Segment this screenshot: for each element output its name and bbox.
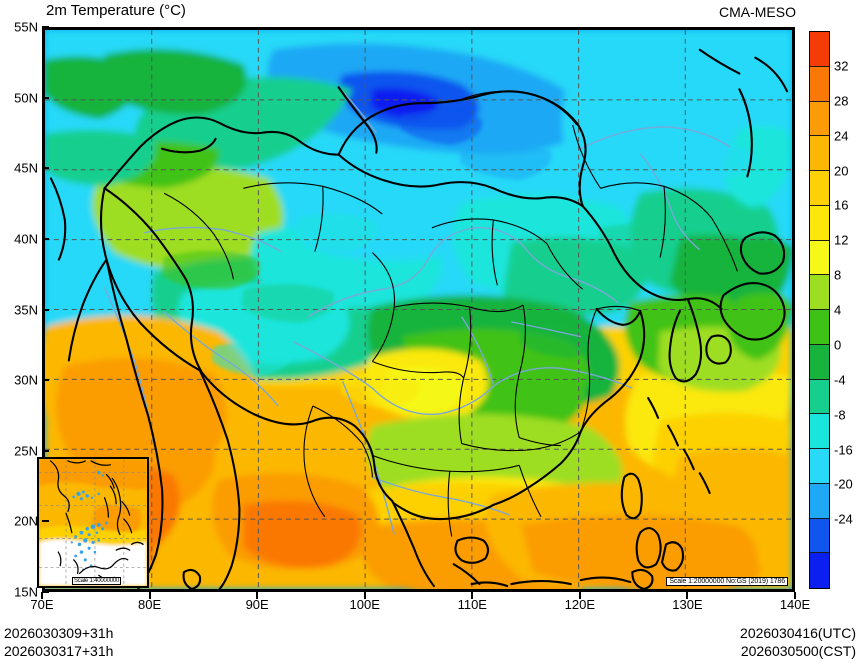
colorbar-band xyxy=(810,379,829,415)
longitude-tick-mark xyxy=(148,592,151,599)
inset-coastlines xyxy=(49,460,144,580)
longitude-tick-label: 120E xyxy=(564,597,596,612)
colorbar-band xyxy=(810,32,829,67)
colorbar-band xyxy=(810,205,829,241)
colorbar-tick-label: 28 xyxy=(834,93,849,109)
init-time-utc: 2026030309+31h xyxy=(4,625,114,641)
colorbar-tick-label: 12 xyxy=(834,232,849,248)
latitude-tick-label: 55N xyxy=(14,19,38,35)
colorbar-tick-label: 16 xyxy=(834,197,849,213)
inset-scale-label: Scale 1:40000000 xyxy=(72,577,122,585)
latitude-tick-mark xyxy=(42,520,49,523)
latitude-tick-label: 50N xyxy=(14,90,38,106)
temperature-map[interactable]: Scale 1:20000000 No:GS (2019) 1786 xyxy=(42,27,795,592)
latitude-tick-label: 45N xyxy=(14,160,38,176)
latitude-tick-mark xyxy=(42,308,49,311)
latitude-tick-mark xyxy=(42,449,49,452)
longitude-tick-mark xyxy=(578,592,581,599)
latitude-tick-mark xyxy=(42,237,49,240)
inset-temperature-field xyxy=(39,459,147,586)
colorbar-tick-label: -24 xyxy=(834,511,853,527)
colorbar-band xyxy=(810,414,829,449)
colorbar-tick-label: 24 xyxy=(834,128,849,144)
colorbar-tick-label: 32 xyxy=(834,58,849,74)
map-scale-stamp: Scale 1:20000000 No:GS (2019) 1786 xyxy=(666,577,788,586)
colorbar-tick-label: -16 xyxy=(834,442,853,457)
inset-gridlines xyxy=(39,459,147,586)
colorbar-band xyxy=(810,518,829,554)
colorbar-band xyxy=(810,66,829,102)
colorbar-band xyxy=(810,101,829,137)
longitude-tick-mark xyxy=(256,592,259,599)
colorbar-band xyxy=(810,240,829,276)
colorbar-tick-label: -4 xyxy=(834,372,846,388)
latitude-tick-label: 20N xyxy=(14,513,38,529)
longitude-tick-mark xyxy=(41,592,43,599)
colorbar-tick-label: 4 xyxy=(834,302,842,318)
longitude-tick-mark xyxy=(471,592,474,599)
model-label: CMA-MESO xyxy=(719,4,796,20)
footer-valid-times: 2026030416(UTC) 2026030500(CST) xyxy=(740,624,856,660)
longitude-tick-mark xyxy=(686,592,689,599)
colorbar-tick-label: -20 xyxy=(834,476,853,492)
colorbar-band xyxy=(810,275,829,310)
latitude-tick-label: 35N xyxy=(14,302,38,317)
colorbar-tick-label: 8 xyxy=(834,267,842,283)
longitude-tick-label: 110E xyxy=(457,597,487,612)
latitude-tick-mark xyxy=(42,26,49,28)
colorbar-band xyxy=(810,136,829,171)
longitude-tick-label: 90E xyxy=(245,597,269,612)
colorbar-band xyxy=(810,310,829,345)
colorbar-band xyxy=(810,344,829,380)
south-china-sea-inset-map[interactable]: Scale 1:40000000 xyxy=(37,457,149,588)
longitude-tick-label: 80E xyxy=(137,597,162,612)
colorbar-band xyxy=(810,553,829,588)
longitude-tick-label: 130E xyxy=(672,597,703,612)
page-title: 2m Temperature (°C) xyxy=(46,2,186,19)
coastline-boundaries xyxy=(49,48,789,589)
valid-time-cst: 2026030500(CST) xyxy=(740,643,856,659)
province-boundaries xyxy=(163,90,738,537)
longitude-tick-label: 70E xyxy=(30,597,54,612)
colorbar-tick-label: 20 xyxy=(834,163,849,178)
latitude-tick-mark xyxy=(42,591,49,593)
latitude-tick-mark xyxy=(42,96,49,99)
footer-init-times: 2026030309+31h 2026030317+31h xyxy=(4,624,113,660)
latitude-tick-label: 25N xyxy=(14,443,38,459)
latitude-tick-label: 30N xyxy=(14,372,38,388)
valid-time-utc: 2026030416(UTC) xyxy=(740,625,856,641)
terrain-texture xyxy=(122,110,755,468)
longitude-tick-label: 100E xyxy=(349,597,380,612)
latitude-tick-label: 15N xyxy=(14,584,38,600)
latitude-tick-mark xyxy=(42,379,49,382)
latitude-tick-mark xyxy=(42,167,49,170)
rivers-layer xyxy=(103,90,730,535)
colorbar-band xyxy=(810,483,829,519)
colorbar-tick-label: -8 xyxy=(834,407,846,423)
longitude-tick-label: 140E xyxy=(779,597,811,612)
colorbar-band xyxy=(810,171,829,206)
inset-island-markers xyxy=(70,470,108,571)
colorbar-band xyxy=(810,449,829,484)
colorbar-tick-label: 0 xyxy=(834,337,842,353)
init-time-cst: 2026030317+31h xyxy=(4,643,114,659)
longitude-tick-mark xyxy=(363,592,366,599)
temperature-colorbar[interactable] xyxy=(809,31,830,589)
temperature-raster xyxy=(45,30,792,589)
temperature-field xyxy=(45,30,792,589)
longitude-tick-mark xyxy=(794,592,796,599)
latitude-tick-label: 40N xyxy=(14,231,38,247)
